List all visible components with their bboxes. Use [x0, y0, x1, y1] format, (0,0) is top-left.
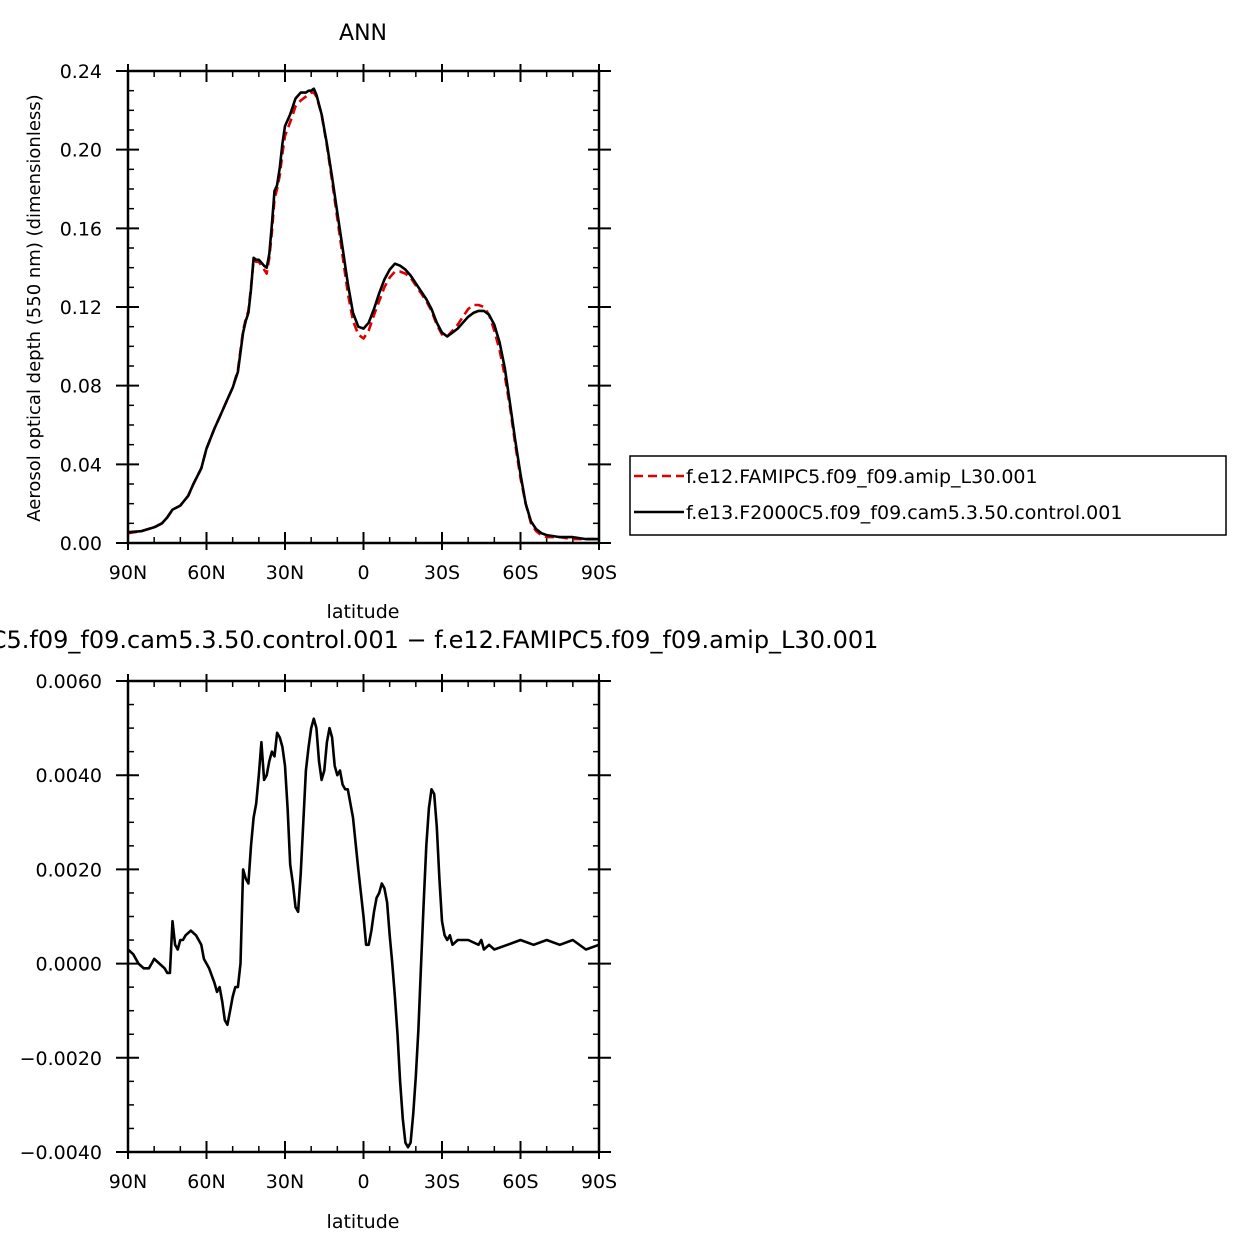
top-y-tick-label: 0.04: [60, 454, 102, 476]
legend-box: [629, 455, 1227, 536]
bottom-axis-ticks: 90N 60N 30N 0 30S 60S 90S −0.0040 −0.0020 0.0000 0…: [20, 671, 618, 1193]
bottom-x-tick-label: 60N: [187, 1171, 225, 1193]
top-panel: ANN Aerosol optical depth (550 nm) (dime…: [24, 21, 617, 623]
legend-label-control: f.e13.F2000C5.f09_f09.cam5.3.50.control.…: [686, 502, 1122, 524]
top-y-axis-label: Aerosol optical depth (550 nm) (dimensio…: [24, 94, 45, 521]
top-x-tick-label: 30S: [424, 562, 460, 584]
top-series-line-1: [127, 87, 599, 541]
bottom-y-tick-label: 0.0060: [36, 671, 102, 693]
top-y-tick-label: 0.12: [60, 297, 102, 319]
top-y-tick-label: 0.16: [60, 218, 102, 240]
top-title: ANN: [339, 21, 387, 46]
bottom-x-axis-label: latitude: [327, 1211, 400, 1233]
bottom-plot-frame: [126, 679, 601, 1154]
bottom-x-tick-label: 30N: [266, 1171, 304, 1193]
top-x-tick-label: 90S: [581, 562, 617, 584]
bottom-x-tick-label: 90S: [581, 1171, 617, 1193]
bottom-x-tick-label: 90N: [109, 1171, 147, 1193]
bottom-x-tick-label: 60S: [502, 1171, 538, 1193]
bottom-x-tick-label: 0: [357, 1171, 369, 1193]
bottom-y-tick-label: −0.0040: [20, 1142, 102, 1164]
top-y-tick-label: 0.24: [60, 61, 102, 83]
top-y-tick-label: 0.20: [60, 140, 102, 162]
top-x-tick-label: 60N: [187, 562, 225, 584]
top-x-tick-label: 0: [357, 562, 369, 584]
bottom-title: f.e13.F2000C5.f09_f09.cam5.3.50.control.…: [0, 626, 878, 654]
bottom-y-tick-label: 0.0000: [36, 954, 102, 976]
legend: f.e12.FAMIPC5.f09_f09.amip_L30.001 f.e13…: [629, 455, 1227, 536]
top-x-tick-label: 90N: [109, 562, 147, 584]
top-x-tick-label: 60S: [502, 562, 538, 584]
top-x-axis-label: latitude: [327, 601, 400, 623]
bottom-y-tick-label: −0.0020: [20, 1048, 102, 1070]
top-plot-frame: [126, 69, 601, 545]
top-axis-ticks: 90N 60N 30N 0 30S 60S 90S 0.00 0.04 0.08 0.12 0.16 0…: [60, 61, 617, 584]
bottom-panel: f.e13.F2000C5.f09_f09.cam5.3.50.control.…: [0, 626, 878, 1233]
bottom-y-tick-label: 0.0020: [36, 859, 102, 881]
top-y-tick-label: 0.00: [60, 533, 102, 555]
bottom-series-lines: [127, 717, 600, 1149]
legend-label-amip: f.e12.FAMIPC5.f09_f09.amip_L30.001: [686, 466, 1038, 488]
top-x-tick-label: 30N: [266, 562, 304, 584]
bottom-series-line-0: [127, 717, 600, 1149]
top-y-tick-label: 0.08: [60, 376, 102, 398]
top-series-lines: [127, 87, 599, 541]
bottom-y-tick-label: 0.0040: [36, 765, 102, 787]
bottom-x-tick-label: 30S: [424, 1171, 460, 1193]
